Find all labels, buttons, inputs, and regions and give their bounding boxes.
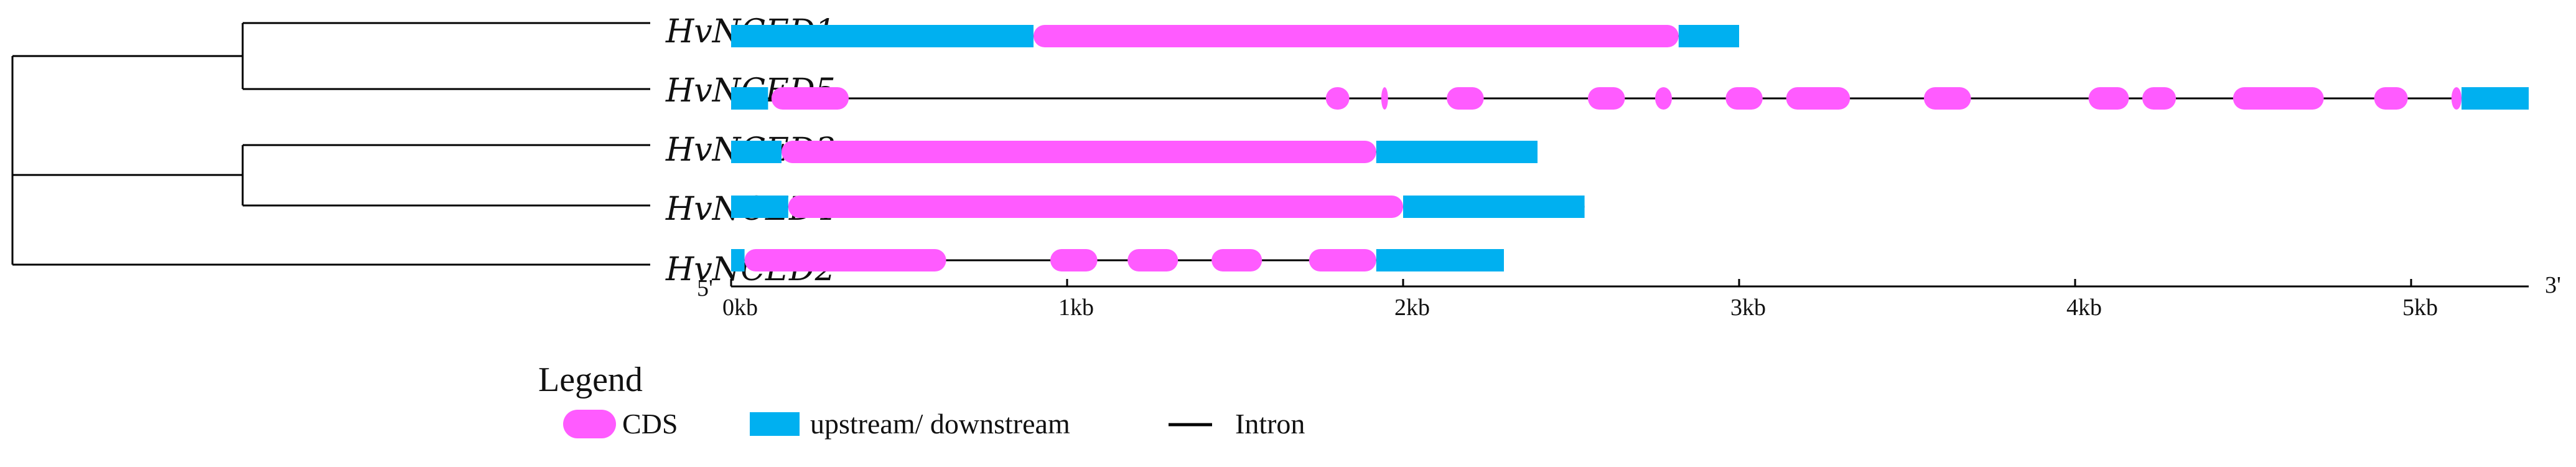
cds-exon <box>2088 87 2129 110</box>
cds-exon <box>771 87 849 110</box>
legend-cds-swatch <box>563 410 616 438</box>
utr-segment <box>1376 249 1504 271</box>
utr-segment <box>1403 196 1585 218</box>
cds-exon <box>1127 249 1178 271</box>
cds-exon <box>1309 249 1376 271</box>
axis-tick-label: 0kb <box>722 295 758 321</box>
axis-tick-label: 2kb <box>1394 295 1430 321</box>
cds-exon <box>782 141 1376 163</box>
utr-segment <box>731 25 1034 47</box>
legend-cds-label: CDS <box>622 408 678 440</box>
utr-segment <box>731 249 745 271</box>
gene-track <box>731 249 1504 271</box>
phylogenetic-tree <box>11 22 650 266</box>
legend-utr-swatch <box>750 412 800 436</box>
three-prime-label: 3' <box>2545 272 2561 298</box>
cds-exon <box>1211 249 1262 271</box>
cds-exon <box>1588 87 1625 110</box>
utr-segment <box>731 196 788 218</box>
utr-segment <box>2462 87 2529 110</box>
legend-title: Legend <box>538 361 643 399</box>
cds-exon <box>1325 87 1350 110</box>
axis-tick-label: 1kb <box>1058 295 1094 321</box>
cds-exon <box>1786 87 1850 110</box>
cds-exon <box>2142 87 2176 110</box>
axis-tick-label: 3kb <box>1730 295 1766 321</box>
gene-track <box>731 25 1739 47</box>
cds-exon <box>1447 87 1484 110</box>
gene-track <box>731 141 1538 163</box>
utr-segment <box>731 87 768 110</box>
cds-exon <box>2451 87 2462 110</box>
utr-segment <box>1678 25 1739 47</box>
cds-exon <box>788 196 1403 218</box>
cds-exon <box>1034 25 1679 47</box>
cds-exon <box>1381 87 1388 110</box>
gene-track <box>731 196 1585 218</box>
cds-exon <box>1924 87 1971 110</box>
utr-segment <box>1376 141 1538 163</box>
cds-exon <box>2374 87 2408 110</box>
legend-utr-label: upstream/ downstream <box>810 408 1070 440</box>
five-prime-label: 5' <box>697 275 713 301</box>
legend-intron-label: Intron <box>1235 408 1305 440</box>
axis-tick-label: 5kb <box>2402 295 2438 321</box>
legend: Legend CDS upstream/ downstream Intron <box>538 361 1305 440</box>
gene-tracks <box>731 25 2529 271</box>
cds-exon <box>1725 87 1763 110</box>
utr-segment <box>731 141 782 163</box>
cds-exon <box>744 249 946 271</box>
cds-exon <box>2233 87 2324 110</box>
cds-exon <box>1050 249 1098 271</box>
gene-track <box>731 87 2529 110</box>
axis-tick-label: 4kb <box>2066 295 2102 321</box>
scale-axis: 0kb 1kb 2kb 3kb 4kb 5kb 5' 3' <box>697 272 2561 321</box>
cds-exon <box>1655 87 1672 110</box>
